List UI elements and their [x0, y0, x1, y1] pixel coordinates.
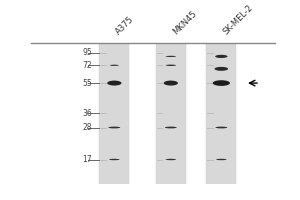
Text: 72: 72	[82, 61, 92, 70]
Ellipse shape	[110, 65, 119, 66]
Ellipse shape	[216, 159, 226, 160]
Text: 17: 17	[82, 155, 92, 164]
Ellipse shape	[213, 80, 230, 86]
Ellipse shape	[166, 65, 176, 66]
Ellipse shape	[165, 127, 177, 128]
Text: A375: A375	[114, 15, 136, 37]
Text: 28: 28	[82, 123, 92, 132]
Text: MKN45: MKN45	[171, 10, 198, 37]
Ellipse shape	[107, 81, 122, 86]
Ellipse shape	[164, 81, 178, 86]
FancyBboxPatch shape	[100, 44, 129, 184]
Text: SK-MEL-2: SK-MEL-2	[221, 4, 255, 37]
Ellipse shape	[166, 56, 176, 57]
FancyBboxPatch shape	[206, 44, 236, 184]
Ellipse shape	[108, 127, 120, 128]
Ellipse shape	[214, 67, 228, 71]
Text: 95: 95	[82, 48, 92, 57]
Text: 55: 55	[82, 79, 92, 88]
Ellipse shape	[166, 159, 176, 160]
Ellipse shape	[215, 127, 227, 128]
FancyBboxPatch shape	[156, 44, 186, 184]
Ellipse shape	[109, 159, 119, 160]
Ellipse shape	[215, 55, 228, 58]
Text: 36: 36	[82, 109, 92, 118]
